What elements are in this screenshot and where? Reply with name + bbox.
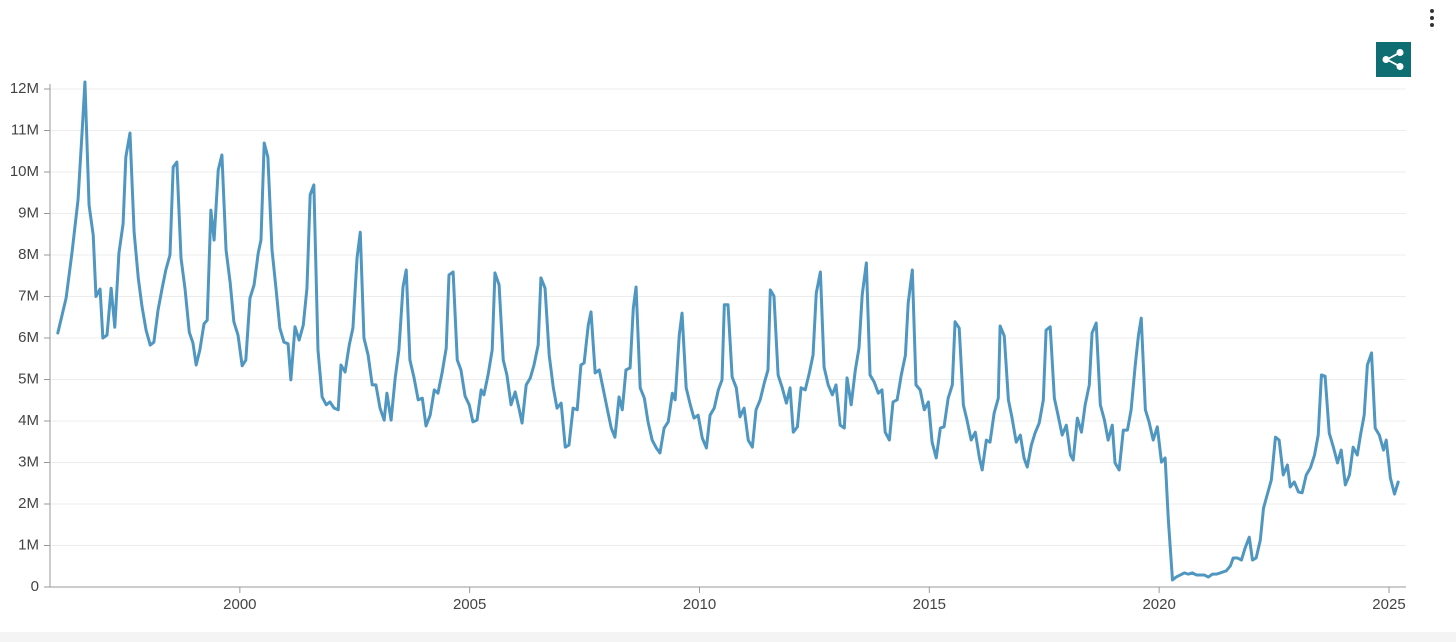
share-icon — [1382, 49, 1404, 71]
share-bg — [1376, 42, 1411, 77]
y-tick-label: 1M — [18, 536, 39, 553]
x-tick-label: 2000 — [223, 596, 256, 613]
axes: 0 1M 2M 3M 4M 5M 6M 7M 8M 9M 10M 11M 12M 2000 2005 2010… — [10, 80, 1406, 613]
dot — [1430, 9, 1434, 13]
x-tick-label: 2020 — [1142, 596, 1175, 613]
dot — [1430, 23, 1434, 27]
grid — [50, 88, 1406, 546]
y-tick-label: 2M — [18, 495, 39, 512]
x-tick-label: 2005 — [453, 596, 486, 613]
y-tick-label: 0 — [31, 578, 39, 595]
data-line — [56, 80, 1400, 582]
y-tick-label: 10M — [10, 163, 39, 180]
share-button[interactable] — [1376, 42, 1411, 77]
y-tick-label: 6M — [18, 329, 39, 346]
bottom-strip — [0, 632, 1456, 642]
menu-dots[interactable] — [1430, 9, 1434, 27]
x-tick-label: 2010 — [683, 596, 716, 613]
y-tick-label: 5M — [18, 370, 39, 387]
y-tick-label: 9M — [18, 204, 39, 221]
x-tick-label: 2025 — [1372, 596, 1405, 613]
y-tick-label: 3M — [18, 453, 39, 470]
y-tick-label: 11M — [11, 121, 39, 138]
y-tick-label: 12M — [10, 80, 39, 97]
y-tick-label: 8M — [18, 246, 39, 263]
y-tick-label: 4M — [18, 412, 39, 429]
x-tick-label: 2015 — [913, 596, 946, 613]
dot — [1430, 16, 1434, 20]
y-tick-label: 7M — [18, 287, 39, 304]
marks — [56, 80, 1400, 582]
